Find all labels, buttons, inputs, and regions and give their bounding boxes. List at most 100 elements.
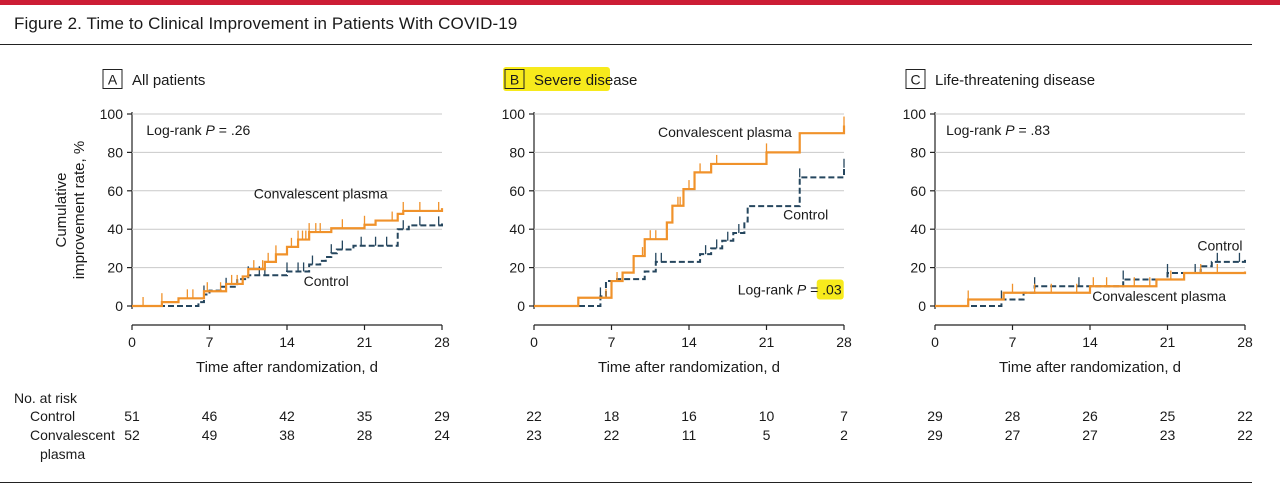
at-risk-row-label-control: Control <box>30 408 75 424</box>
y-tick-label: 60 <box>910 183 926 199</box>
at-risk-plasma-count: 24 <box>434 427 450 443</box>
x-tick-label: 7 <box>1009 334 1017 350</box>
at-risk-control-count: 22 <box>1237 408 1253 424</box>
y-tick-label: 20 <box>509 260 525 276</box>
y-tick-label: 80 <box>107 144 123 160</box>
logrank-equals: = <box>215 122 231 138</box>
x-tick-label: 0 <box>530 334 538 350</box>
at-risk-control-count: 46 <box>202 408 218 424</box>
logrank-prefix: Log-rank <box>946 122 1005 138</box>
at-risk-plasma-count: 27 <box>1082 427 1098 443</box>
at-risk-control-count: 29 <box>434 408 450 424</box>
at-risk-plasma-count: 23 <box>1160 427 1176 443</box>
x-tick-label: 0 <box>128 334 136 350</box>
panel-title: Severe disease <box>534 72 637 89</box>
panel-letter: C <box>910 72 920 88</box>
panel-title: Life-threatening disease <box>935 72 1095 89</box>
logrank-label: Log-rank P = .26 <box>146 122 250 138</box>
panel-letter: B <box>510 72 519 88</box>
y-tick-label: 100 <box>100 106 124 122</box>
logrank-prefix: Log-rank <box>146 122 205 138</box>
y-tick-label: 40 <box>107 221 123 237</box>
x-tick-label: 14 <box>681 334 697 350</box>
logrank-value: .83 <box>1031 122 1051 138</box>
pvalue-highlight <box>816 279 844 300</box>
at-risk-plasma-count: 38 <box>279 427 295 443</box>
at-risk-plasma-count: 28 <box>357 427 373 443</box>
panel-letter: A <box>108 72 118 88</box>
logrank-value: .03 <box>822 281 842 297</box>
km-curve-control <box>132 223 443 307</box>
panel-letter-box <box>102 69 123 89</box>
y-tick-label: 0 <box>115 298 123 314</box>
at-risk-control-count: 22 <box>526 408 542 424</box>
y-tick-label: 20 <box>910 260 926 276</box>
series-annotation: Control <box>1197 237 1242 253</box>
series-annotation: Convalescent plasma <box>658 124 792 140</box>
at-risk-row-label-plasma: Convalescent <box>30 427 115 443</box>
at-risk-control-count: 25 <box>1160 408 1176 424</box>
panel-letter-box <box>905 69 926 89</box>
y-axis-label-line1: Cumulative <box>53 172 70 247</box>
series-annotation: Convalescent plasma <box>1092 288 1226 304</box>
x-tick-label: 14 <box>279 334 295 350</box>
y-tick-label: 80 <box>509 144 525 160</box>
x-tick-label: 28 <box>1237 334 1253 350</box>
at-risk-control-count: 26 <box>1082 408 1098 424</box>
at-risk-control-count: 18 <box>604 408 620 424</box>
km-curve-plasma <box>534 125 846 308</box>
logrank-equals: = <box>1015 122 1031 138</box>
panel-c: C Life-threatening disease 0 20 40 60 80 100 0 7 1… <box>903 69 1253 443</box>
panel-b: B Severe disease 0 20 40 60 80 100 0 7 14 21 28 Time … <box>502 67 852 443</box>
at-risk-control-count: 51 <box>124 408 140 424</box>
y-tick-label: 80 <box>910 144 926 160</box>
at-risk-control-count: 28 <box>1005 408 1021 424</box>
km-curve-control <box>935 259 1246 307</box>
km-curve-plasma <box>132 208 444 308</box>
at-risk-plasma-count: 52 <box>124 427 140 443</box>
x-tick-label: 21 <box>357 334 373 350</box>
at-risk-control-count: 29 <box>927 408 943 424</box>
at-risk-plasma-count: 49 <box>202 427 218 443</box>
logrank-p-symbol: P <box>1005 122 1015 138</box>
y-tick-label: 40 <box>509 221 525 237</box>
at-risk-plasma-count: 5 <box>763 427 771 443</box>
at-risk-title: No. at risk <box>14 390 78 406</box>
panel-title-highlight <box>503 67 610 91</box>
x-tick-label: 21 <box>759 334 775 350</box>
at-risk-plasma-count: 11 <box>682 427 697 443</box>
logrank-prefix: Log-rank <box>738 281 797 297</box>
at-risk-control-count: 42 <box>279 408 295 424</box>
at-risk-row-label-plasma-line2: plasma <box>40 446 85 462</box>
panel-title: All patients <box>132 72 205 89</box>
x-axis-label: Time after randomization, d <box>999 359 1181 376</box>
panel-letter-box <box>504 69 525 89</box>
figure-title: Figure 2. Time to Clinical Improvement i… <box>14 14 518 33</box>
panel-a: A All patients 0 20 40 60 80 100 0 7 14 21 28 Time af… <box>100 69 450 443</box>
y-tick-label: 100 <box>903 106 927 122</box>
at-risk-plasma-count: 27 <box>1005 427 1021 443</box>
y-tick-label: 40 <box>910 221 926 237</box>
at-risk-plasma-count: 22 <box>604 427 620 443</box>
at-risk-control-count: 7 <box>840 408 848 424</box>
y-tick-label: 60 <box>107 183 123 199</box>
x-tick-label: 7 <box>206 334 214 350</box>
at-risk-plasma-count: 23 <box>526 427 542 443</box>
x-axis-label: Time after randomization, d <box>598 359 780 376</box>
at-risk-plasma-count: 2 <box>840 427 848 443</box>
km-curve-control <box>534 167 845 307</box>
y-axis-label-line2: improvement rate, % <box>71 141 88 279</box>
x-tick-label: 14 <box>1082 334 1098 350</box>
logrank-label: Log-rank P = .83 <box>946 122 1050 138</box>
series-annotation: Control <box>783 207 828 223</box>
x-tick-label: 28 <box>434 334 450 350</box>
at-risk-control-count: 16 <box>681 408 697 424</box>
y-tick-label: 0 <box>517 298 525 314</box>
y-tick-label: 100 <box>502 106 526 122</box>
series-annotation: Control <box>304 273 349 289</box>
logrank-p-symbol: P <box>206 122 216 138</box>
at-risk-control-count: 35 <box>357 408 373 424</box>
x-axis-label: Time after randomization, d <box>196 359 378 376</box>
x-tick-label: 28 <box>836 334 852 350</box>
